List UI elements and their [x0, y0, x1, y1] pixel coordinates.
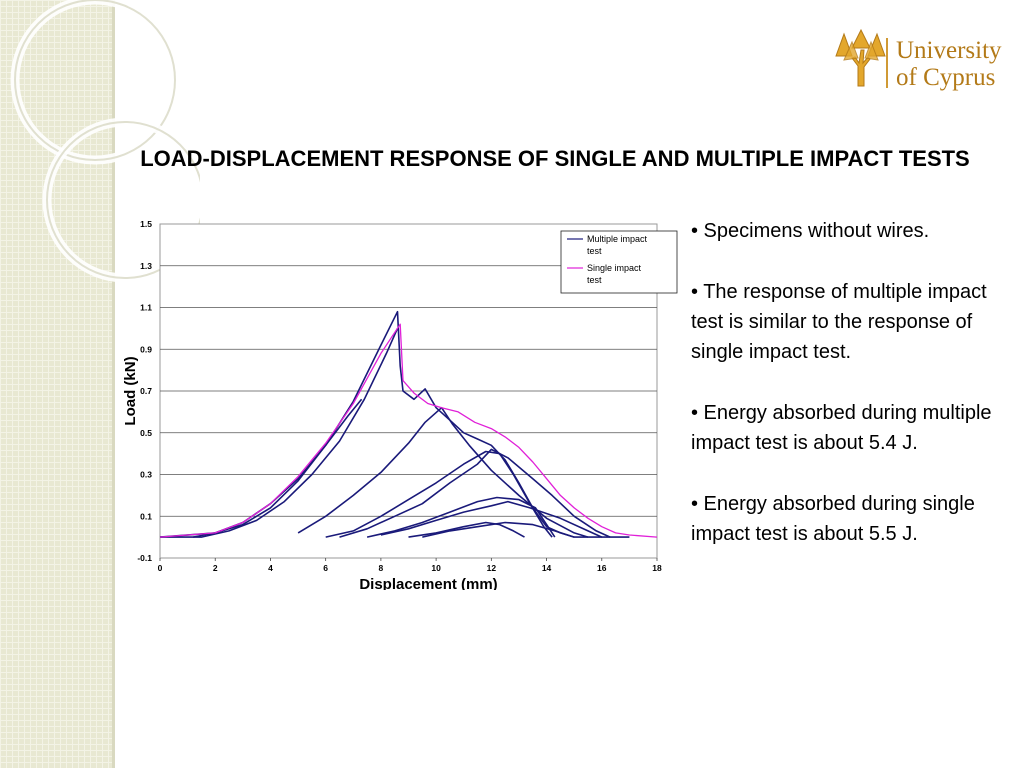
legend-label: Single impact test: [587, 263, 642, 285]
series-line: [160, 328, 399, 538]
series-multiple-impact: [159, 310, 630, 538]
x-tick-label: 12: [487, 563, 497, 573]
y-tick-label: 0.9: [140, 344, 152, 354]
slide-title: LOAD-DISPLACEMENT RESPONSE OF SINGLE AND…: [140, 146, 970, 171]
y-tick-label: 1.1: [140, 303, 152, 313]
bullet-2: • The response of multiple impact test i…: [691, 281, 987, 363]
legend-box: [560, 230, 678, 294]
x-tick-label: 14: [542, 563, 552, 573]
bullet-3: • Energy absorbed during multiple impact…: [691, 402, 992, 454]
logo-line-2: of Cyprus: [896, 64, 996, 91]
decorative-rings: [10, 0, 200, 283]
x-tick-label: 10: [431, 563, 441, 573]
logo-divider: [886, 38, 888, 88]
x-tick-label: 18: [652, 563, 662, 573]
y-tick-label: -0.1: [137, 553, 152, 563]
y-tick-label: 0.5: [140, 428, 152, 438]
bullet-4: • Energy absorbed during single impact t…: [691, 493, 975, 545]
series-line: [159, 310, 630, 538]
legend-label: Multiple impact test: [587, 234, 648, 256]
x-tick-label: 16: [597, 563, 607, 573]
series-line: [380, 500, 603, 538]
bullet-1: • Specimens without wires.: [691, 220, 930, 242]
y-tick-label: 0.7: [140, 386, 152, 396]
series-line: [325, 450, 553, 538]
bullet-list: • Specimens without wires. • The respons…: [691, 216, 1011, 580]
x-tick-label: 4: [268, 563, 273, 573]
series-line: [297, 406, 589, 538]
load-displacement-chart: -0.1 0.1 0.3 0.5 0.7 0.9 1.1 1.3 1.5 0 2 4 6 8 10 12 14 1…: [122, 219, 678, 590]
series-line: [408, 521, 525, 538]
y-tick-label: 1.3: [140, 261, 152, 271]
university-logo-emblem: [835, 28, 886, 87]
university-logo-text: University of Cyprus: [896, 37, 1002, 91]
x-tick-label: 2: [213, 563, 218, 573]
logo-line-1: University: [896, 37, 1002, 64]
series-single-impact: [159, 323, 658, 538]
x-tick-label: 6: [323, 563, 328, 573]
left-band-edge: [112, 0, 115, 768]
x-tick-label: 0: [158, 563, 163, 573]
y-tick-label: 0.1: [140, 511, 152, 521]
y-tick-label: 1.5: [140, 219, 152, 229]
series-line: [159, 323, 658, 538]
x-axis-label: Displacement (mm): [359, 576, 497, 590]
series-line: [422, 521, 575, 538]
y-axis-label: Load (kN): [122, 356, 139, 425]
series-line: [366, 496, 556, 538]
y-tick-label: 0.3: [140, 470, 152, 480]
x-tick-label: 8: [379, 563, 384, 573]
series-line: [339, 448, 611, 538]
